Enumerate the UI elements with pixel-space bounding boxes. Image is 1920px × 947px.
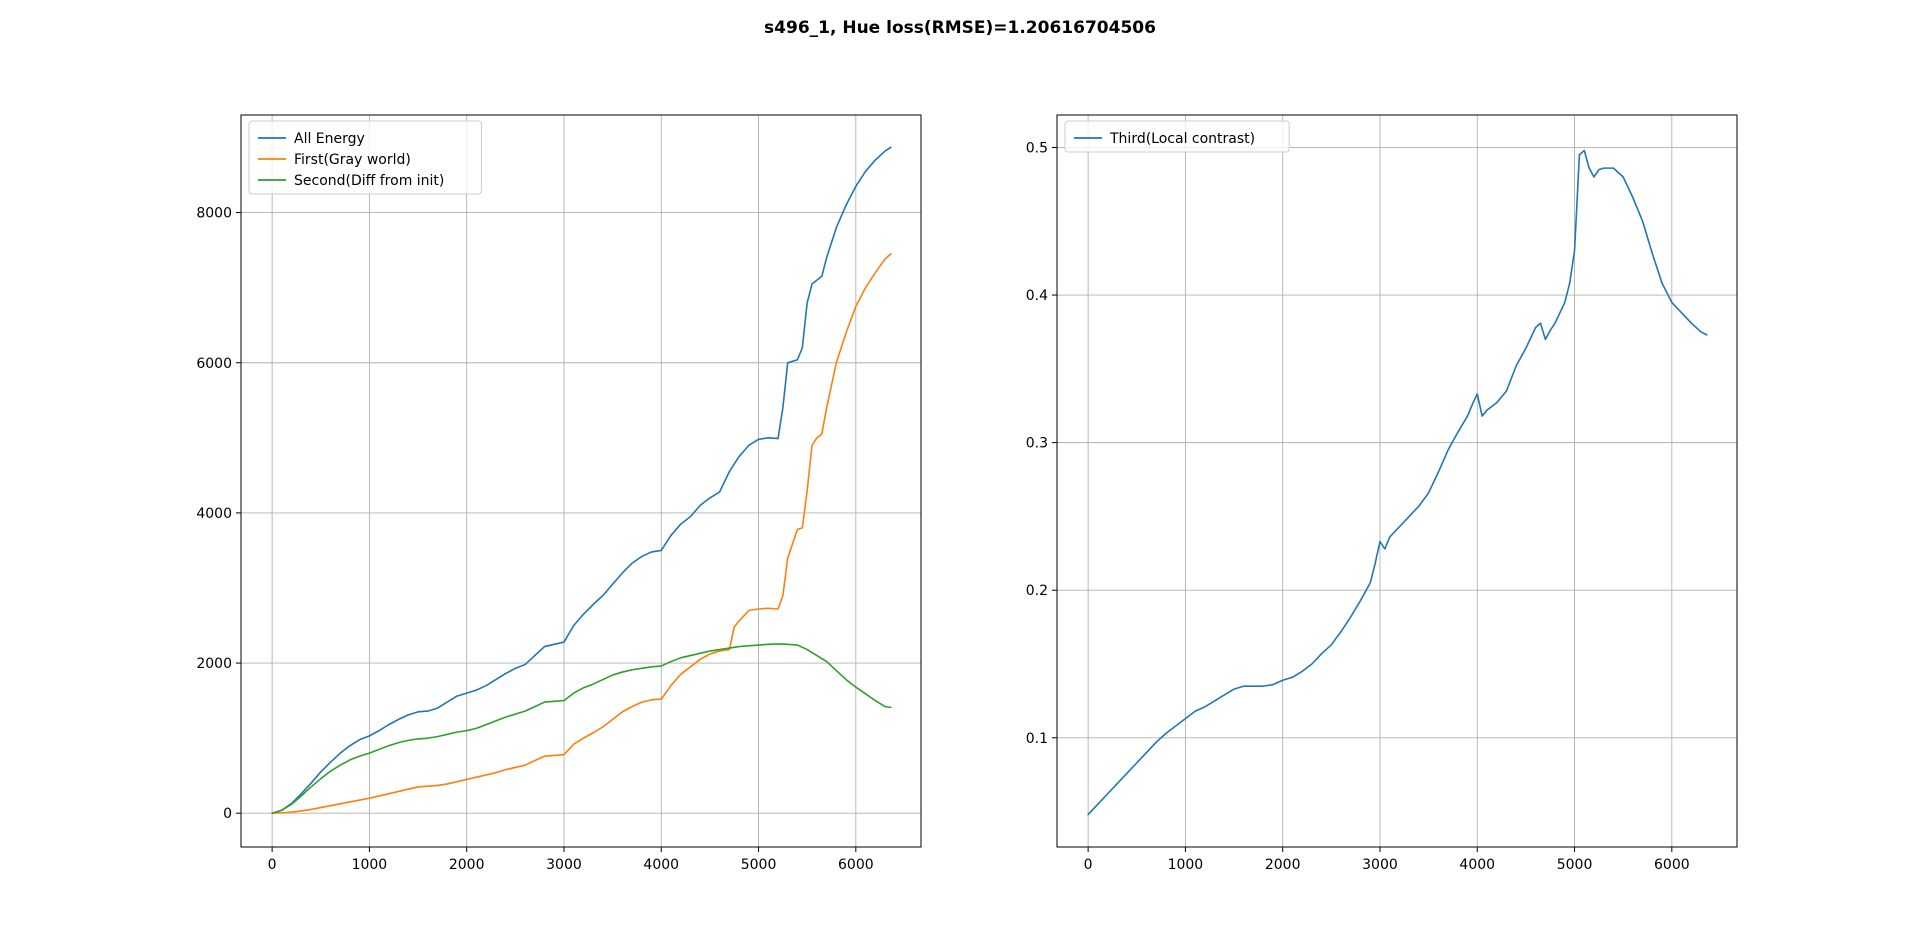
axes-frame <box>240 114 922 848</box>
x-tick-label: 5000 <box>741 857 777 873</box>
y-tick-label: 0.3 <box>1026 436 1048 452</box>
series-line-third-local-contrast <box>1087 149 1708 816</box>
y-tick-label: 8000 <box>196 206 232 222</box>
legend: All Energy First(Gray world) Second(Diff f… <box>248 120 482 195</box>
y-tick-label: 0.1 <box>1026 731 1048 747</box>
legend-box <box>248 120 482 195</box>
x-tick-label: 6000 <box>838 857 874 873</box>
x-tick-label: 0 <box>1084 857 1093 873</box>
figure-suptitle: s496_1, Hue loss(RMSE)=1.20616704506 <box>764 18 1156 38</box>
y-tick-label: 4000 <box>196 506 232 522</box>
y-tick-label: 0 <box>223 806 232 822</box>
x-tick-label: 4000 <box>643 857 679 873</box>
axes-frame <box>1056 114 1738 848</box>
right-plot-local-contrast: 0 1000 2000 3000 4000 5000 6000 0.1 0.2 0.3 0.4 0.5… <box>1026 114 1738 873</box>
legend-label: Third(Local contrast) <box>1109 131 1255 147</box>
x-tick-label: 5000 <box>1557 857 1593 873</box>
legend: Third(Local contrast) <box>1064 120 1290 153</box>
x-tick-label: 6000 <box>1654 857 1690 873</box>
y-tick-label: 6000 <box>196 356 232 372</box>
x-tick-label: 1000 <box>1168 857 1204 873</box>
x-tick-label: 2000 <box>449 857 485 873</box>
left-plot-energy: 0 1000 2000 3000 4000 5000 6000 0 2000 4000 6000 80… <box>196 114 922 873</box>
x-tick-label: 4000 <box>1459 857 1495 873</box>
legend-label: Second(Diff from init) <box>294 173 444 189</box>
x-tick-label: 0 <box>268 857 277 873</box>
legend-box <box>1064 120 1290 153</box>
x-tick-label: 1000 <box>352 857 388 873</box>
legend-label: First(Gray world) <box>294 152 411 168</box>
x-tick-label: 3000 <box>546 857 582 873</box>
series-line-second-diff-from-init <box>271 643 892 815</box>
legend-label: All Energy <box>294 131 365 147</box>
x-tick-label: 2000 <box>1265 857 1301 873</box>
y-tick-label: 0.4 <box>1026 288 1048 304</box>
series-line-all-energy <box>271 146 892 815</box>
series-line-first-gray-world <box>271 253 892 815</box>
x-tick-label: 3000 <box>1362 857 1398 873</box>
y-tick-label: 2000 <box>196 656 232 672</box>
y-tick-label: 0.5 <box>1026 140 1048 156</box>
y-tick-label: 0.2 <box>1026 583 1048 599</box>
